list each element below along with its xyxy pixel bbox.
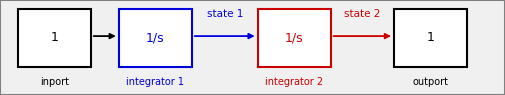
Text: outport: outport [413,77,448,87]
Text: integrator 1: integrator 1 [126,77,184,87]
Bar [18,10,91,66]
Text: integrator 2: integrator 2 [265,77,323,87]
Bar [258,10,331,66]
Text: 1: 1 [50,32,58,44]
Text: 1/s: 1/s [146,32,165,44]
Bar [119,10,192,66]
Text: state 2: state 2 [344,9,380,19]
Text: inport: inport [40,77,69,87]
Text: 1: 1 [427,32,434,44]
Text: state 1: state 1 [207,9,243,19]
Bar [394,10,467,66]
Text: 1/s: 1/s [285,32,304,44]
